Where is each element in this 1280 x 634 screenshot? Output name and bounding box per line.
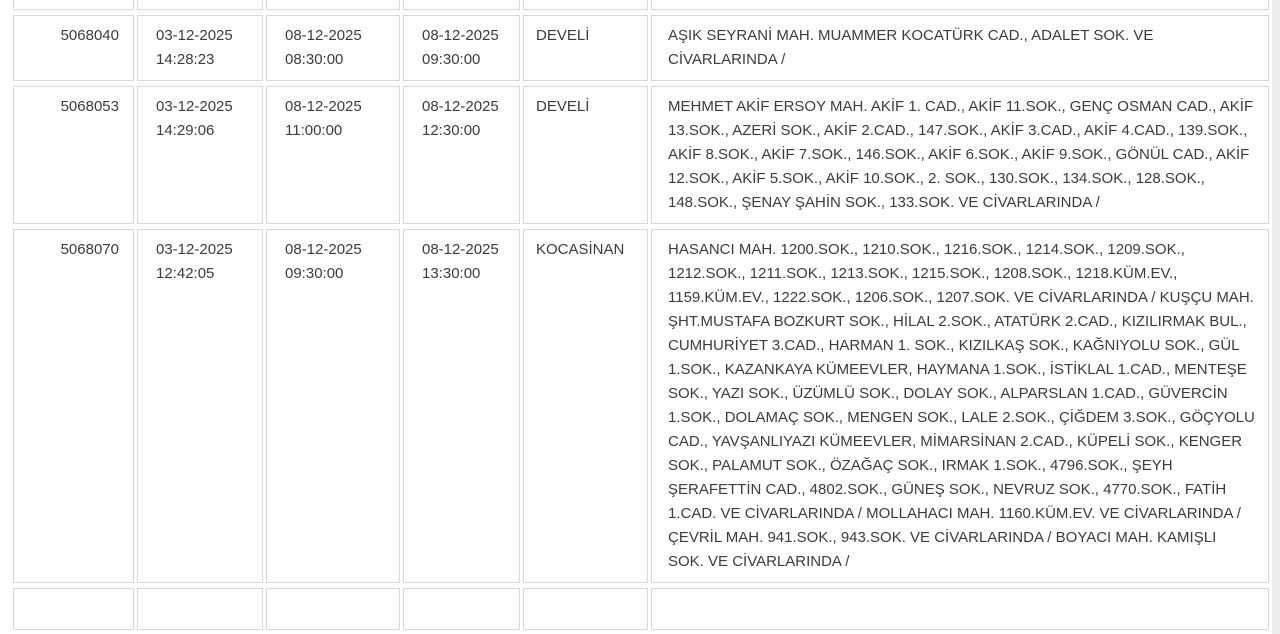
- cell-start-time: 08-12-2025 09:30:00: [266, 229, 400, 583]
- cell-outage-id: 5068070: [13, 229, 134, 583]
- cell-end-time: 08-12-2025 13:30:00: [403, 229, 520, 583]
- empty-cell: [137, 0, 263, 10]
- outage-table: 5068040 03-12-2025 14:28:23 08-12-2025 08:…: [10, 0, 1272, 634]
- cell-outage-id: 5068040: [13, 15, 134, 81]
- cell-district: DEVELİ: [523, 15, 648, 81]
- cell-recorded-time: 03-12-2025 14:28:23: [137, 15, 263, 81]
- empty-cell: [403, 588, 520, 630]
- cell-start-time: 08-12-2025 08:30:00: [266, 15, 400, 81]
- empty-cell: [403, 0, 520, 10]
- outage-table-body: 5068040 03-12-2025 14:28:23 08-12-2025 08:…: [13, 0, 1269, 630]
- empty-cell: [523, 0, 648, 10]
- cell-end-time: 08-12-2025 09:30:00: [403, 15, 520, 81]
- table-row: 5068040 03-12-2025 14:28:23 08-12-2025 08:…: [13, 15, 1269, 81]
- empty-cell: [651, 0, 1269, 10]
- partial-row-top: [13, 0, 1269, 10]
- table-row: 5068070 03-12-2025 12:42:05 08-12-2025 09:…: [13, 229, 1269, 583]
- empty-cell: [266, 0, 400, 10]
- table-row: 5068053 03-12-2025 14:29:06 08-12-2025 11:…: [13, 86, 1269, 224]
- empty-cell: [651, 588, 1269, 630]
- cell-start-time: 08-12-2025 11:00:00: [266, 86, 400, 224]
- cell-affected-areas: AŞIK SEYRANİ MAH. MUAMMER KOCATÜRK CAD.,…: [651, 15, 1269, 81]
- cell-outage-id: 5068053: [13, 86, 134, 224]
- scrollbar-track[interactable]: [1272, 0, 1280, 634]
- cell-affected-areas: HASANCI MAH. 1200.SOK., 1210.SOK., 1216.…: [651, 229, 1269, 583]
- empty-cell: [523, 588, 648, 630]
- cell-recorded-time: 03-12-2025 14:29:06: [137, 86, 263, 224]
- cell-end-time: 08-12-2025 12:30:00: [403, 86, 520, 224]
- empty-cell: [266, 588, 400, 630]
- partial-row-bottom: [13, 588, 1269, 630]
- cell-district: DEVELİ: [523, 86, 648, 224]
- cell-affected-areas: MEHMET AKİF ERSOY MAH. AKİF 1. CAD., AKİ…: [651, 86, 1269, 224]
- cell-recorded-time: 03-12-2025 12:42:05: [137, 229, 263, 583]
- empty-cell: [13, 0, 134, 10]
- empty-cell: [13, 588, 134, 630]
- cell-district: KOCASİNAN: [523, 229, 648, 583]
- empty-cell: [137, 588, 263, 630]
